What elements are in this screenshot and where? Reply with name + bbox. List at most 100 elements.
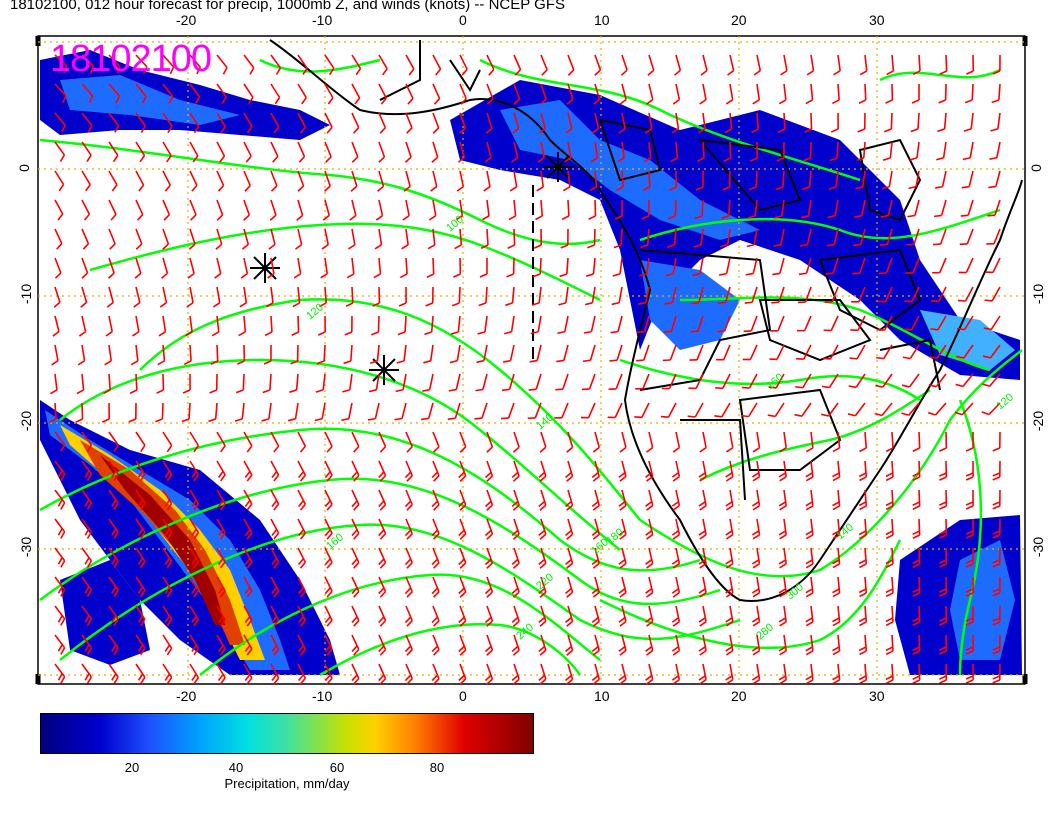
wind-barb xyxy=(799,228,812,247)
wind-barb xyxy=(234,402,245,422)
wind-barb xyxy=(645,605,654,627)
wind-barb xyxy=(324,605,333,627)
wind-barb xyxy=(664,286,677,305)
wind-barb xyxy=(849,344,866,360)
wind-barb xyxy=(458,489,467,511)
wind-barb xyxy=(216,489,226,511)
wind-barb xyxy=(378,547,387,569)
wind-barb xyxy=(81,83,94,104)
wind-barb xyxy=(850,315,866,332)
wind-barb xyxy=(189,431,200,453)
wind-barb xyxy=(297,54,308,76)
wind-barb xyxy=(321,228,330,250)
bottom-lon-label: 30 xyxy=(869,688,885,704)
wind-barb xyxy=(135,460,146,482)
wind-barb xyxy=(748,170,758,191)
wind-barb xyxy=(155,402,164,423)
wind-barb xyxy=(698,547,707,569)
wind-barb xyxy=(800,199,812,219)
wind-barb xyxy=(907,199,920,218)
wind-barb xyxy=(297,83,307,105)
wind-barb xyxy=(645,634,654,656)
wind-barb xyxy=(54,83,67,103)
wind-barb xyxy=(965,54,975,75)
right-lat-label: 0 xyxy=(1027,164,1044,172)
wind-barb xyxy=(698,605,707,627)
wind-barb xyxy=(698,460,707,482)
wind-barb xyxy=(875,373,893,388)
wind-barb xyxy=(669,170,678,191)
wind-barb xyxy=(528,373,542,391)
wind-barb xyxy=(885,576,894,598)
wind-barb xyxy=(901,402,920,417)
wind-barb xyxy=(591,518,601,540)
wind-barb xyxy=(108,141,119,163)
wind-barb xyxy=(162,141,172,163)
wind-barb xyxy=(590,141,599,163)
coastlines xyxy=(269,39,1023,602)
wind-barb xyxy=(618,489,627,511)
wind-barb xyxy=(583,315,596,334)
wind-barb xyxy=(591,576,601,598)
wind-barb xyxy=(741,373,758,389)
wind-barb xyxy=(743,315,758,333)
wind-barb xyxy=(449,344,461,364)
wind-barb xyxy=(912,489,921,511)
wind-barb xyxy=(317,315,327,336)
wind-barb xyxy=(581,373,596,391)
wind-barb xyxy=(135,518,146,540)
wind-barb xyxy=(270,489,280,511)
precip-colorbar xyxy=(40,713,534,754)
wind-barb xyxy=(108,663,119,685)
wind-barb xyxy=(725,634,734,656)
top-lon-label: 20 xyxy=(731,12,747,28)
wind-barb xyxy=(405,112,413,134)
wind-barb xyxy=(53,286,61,308)
wind-barb xyxy=(725,460,734,482)
wind-barb xyxy=(108,170,118,192)
wind-barb xyxy=(832,634,841,656)
wind-barb xyxy=(421,402,434,421)
wind-barb xyxy=(751,112,760,134)
wind-barb xyxy=(81,228,90,250)
wind-barb xyxy=(185,315,193,337)
wind-barb xyxy=(566,83,574,105)
wind-barb xyxy=(886,54,895,76)
wind-barb xyxy=(930,315,947,331)
page-title: 18102100, 012 hour forecast for precip, … xyxy=(10,0,565,13)
wind-barb xyxy=(162,112,173,134)
wind-barb xyxy=(909,141,920,161)
wind-barb xyxy=(243,547,253,569)
wind-barb xyxy=(667,199,677,220)
wind-barb xyxy=(135,634,146,656)
wind-barb xyxy=(378,489,387,511)
wind-barb xyxy=(537,141,546,163)
wind-barb xyxy=(538,576,547,598)
wind-barb xyxy=(297,605,307,627)
wind-barb xyxy=(243,141,252,163)
wind-barb xyxy=(189,199,197,221)
colorbar-title: Precipitation, mm/day xyxy=(224,776,350,791)
wind-barb xyxy=(956,315,974,331)
wind-barb xyxy=(848,373,866,389)
wind-barb xyxy=(939,489,948,510)
wind-barb xyxy=(958,257,974,274)
wind-barb xyxy=(829,141,839,162)
wind-barb xyxy=(77,344,86,366)
wind-barb xyxy=(129,373,138,395)
wind-barb xyxy=(162,431,173,453)
wind-barb xyxy=(243,431,253,453)
wind-barb xyxy=(216,431,226,453)
wind-barb xyxy=(911,83,920,104)
wind-barb xyxy=(796,315,812,332)
wind-barb xyxy=(688,373,704,390)
wind-barb xyxy=(346,257,355,279)
wind-barb xyxy=(565,576,574,598)
wind-barb xyxy=(749,141,759,162)
wind-barb xyxy=(618,518,627,540)
height-contours xyxy=(39,58,1023,677)
wind-barb xyxy=(912,518,921,540)
wind-barb xyxy=(618,663,627,685)
wind-barb xyxy=(538,634,547,656)
wind-barb xyxy=(856,141,866,162)
